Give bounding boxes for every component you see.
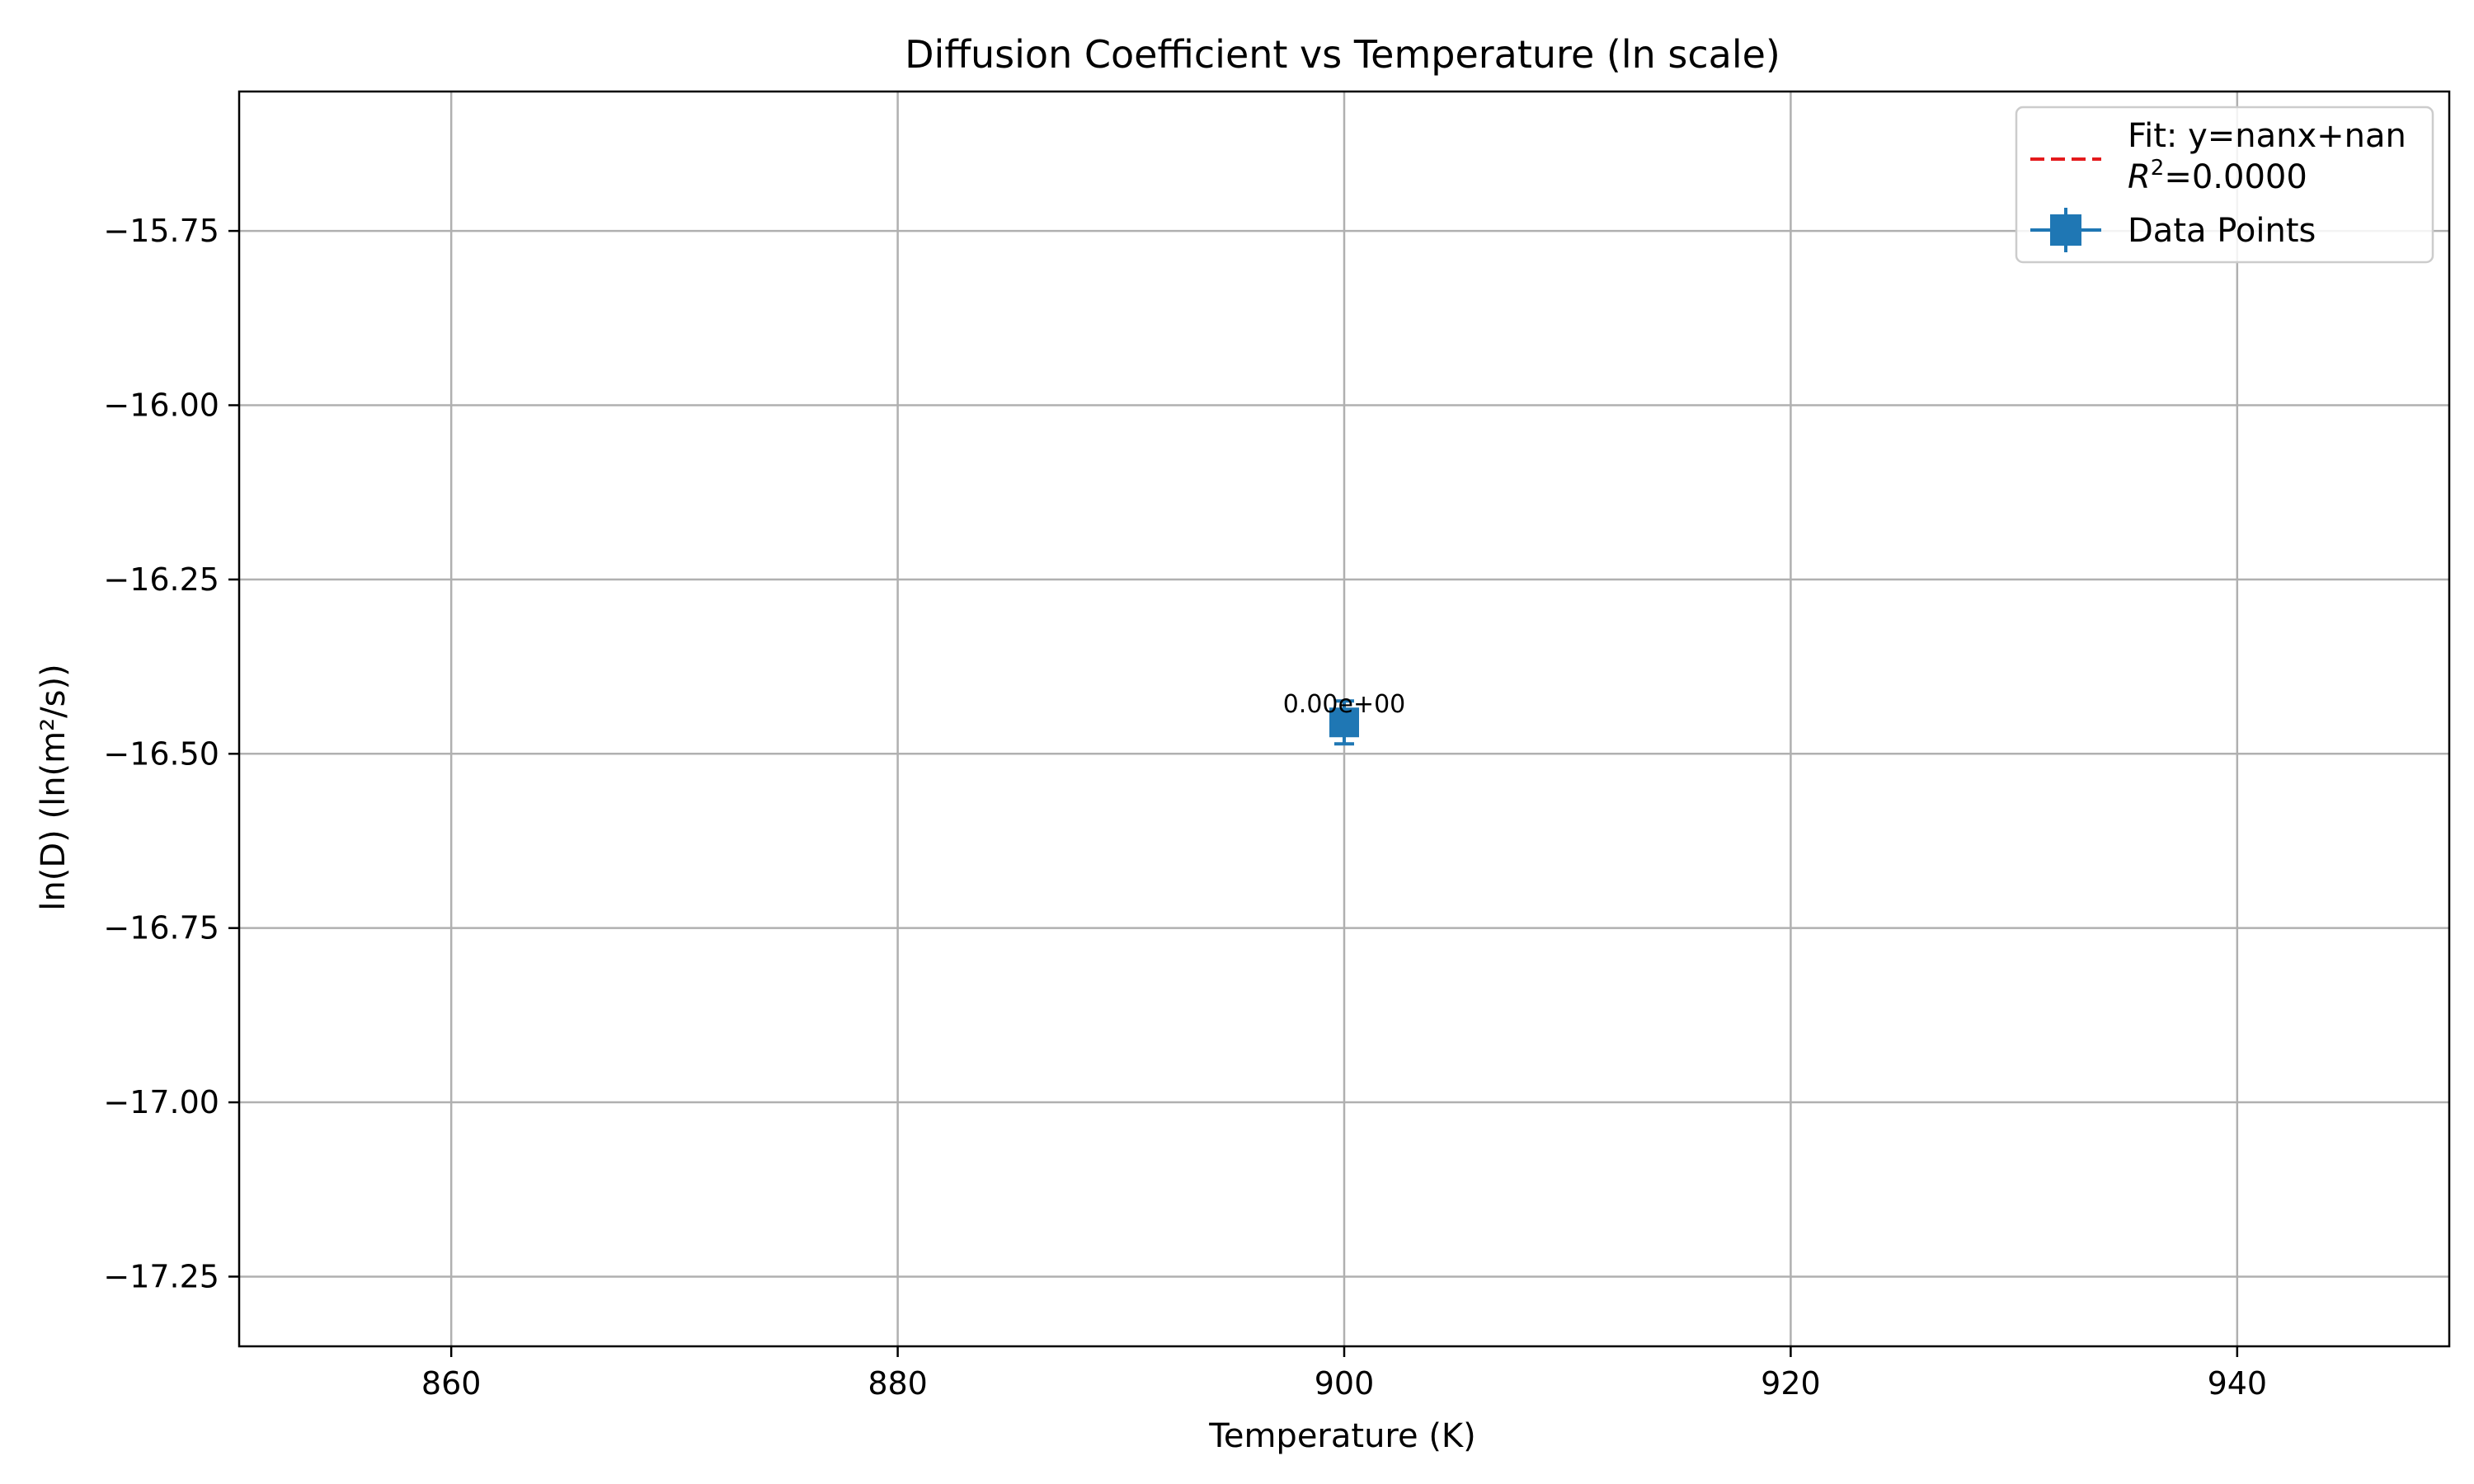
y-tick-label: −16.50 (103, 735, 219, 772)
x-tick-label: 880 (868, 1365, 928, 1402)
data-marks: 0.00e+00 (1283, 690, 1406, 746)
y-tick-label: −16.75 (103, 910, 219, 946)
legend-r2-superscript: 2 (2151, 156, 2165, 181)
x-tick-label: 860 (421, 1365, 482, 1402)
x-tick-label: 900 (1315, 1365, 1375, 1402)
legend-data-label: Data Points (2128, 212, 2316, 250)
legend-box (2015, 106, 2434, 264)
x-tick-label: 940 (2208, 1365, 2268, 1402)
chart-title: Diffusion Coefficient vs Temperature (ln… (905, 32, 1780, 77)
x-tick-label: 920 (1761, 1365, 1821, 1402)
y-tick-label: −15.75 (103, 213, 219, 249)
legend: Fit: y=nanx+nan R2=0.0000 Data Points (2015, 106, 2434, 264)
data-point (1329, 707, 1359, 738)
y-tick-label: −16.25 (103, 561, 219, 598)
y-tick-label: −17.00 (103, 1084, 219, 1120)
legend-r2-symbol: R (2128, 158, 2151, 196)
y-axis-label: ln(D) (ln(m²/s)) (35, 664, 73, 910)
axis-ticks: 860 880 900 920 940 −15.75 −16.00 −16.25 −16.50 −… (103, 213, 2267, 1402)
legend-r2-value: =0.0000 (2164, 158, 2307, 196)
x-axis-label: Temperature (K) (1208, 1417, 1476, 1455)
legend-fit-label: Fit: y=nanx+nan (2128, 117, 2406, 155)
y-tick-label: −16.00 (103, 387, 219, 424)
legend-fit-r2: R2=0.0000 (2128, 156, 2307, 196)
y-tick-label: −17.25 (103, 1258, 219, 1294)
data-point-label: 0.00e+00 (1283, 690, 1406, 719)
